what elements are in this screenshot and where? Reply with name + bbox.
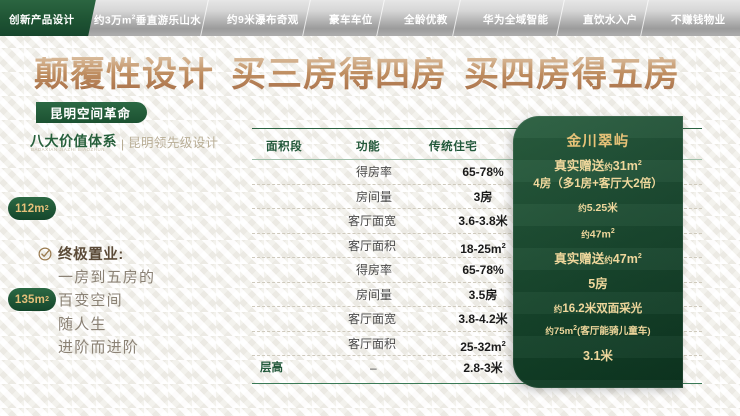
panel-row-6: 5房 — [588, 277, 608, 291]
feature-tab-label: 创新产品设计 — [9, 14, 75, 27]
cell-function: 房间量 — [356, 287, 393, 302]
panel-row-3: 约5.25米 — [578, 202, 618, 214]
cell-function: 得房率 — [356, 263, 393, 277]
table-row: 客厅面宽 3.6-3.8米 — [252, 209, 702, 234]
table-row: 客厅面积 25-32m2 — [252, 332, 702, 356]
cell-function: 客厅面积 — [348, 238, 397, 253]
panel-row-5: 真实赠送约47m2 — [554, 252, 642, 267]
brand-divider: | — [121, 137, 125, 151]
jinchuan-cuiyu-panel: 金川翠屿 真实赠送约31m2 4房（多1房+客厅大2倍） 约5.25米 约47m2 真实… — [513, 116, 683, 388]
table-row: 得房率 65-78% — [252, 160, 702, 185]
feature-tab-label: 约9米瀑布奇观 — [227, 14, 299, 27]
cell-segment-label: 层高 — [260, 362, 283, 374]
cell-traditional: 65-78% — [462, 165, 504, 179]
column-header-traditional: 传统住宅 — [429, 141, 478, 153]
table-row: 客厅面宽 3.8-4.2米 — [252, 307, 702, 332]
cell-traditional: 3.5房 — [468, 287, 498, 302]
feature-tab-label: 直饮水入户 — [582, 14, 638, 27]
panel-title: 金川翠屿 — [566, 134, 630, 150]
selling-point-line-3: 随人生 — [58, 315, 107, 333]
panel-row-4: 约47m2 — [581, 228, 615, 241]
cell-traditional: 2.8-3米 — [463, 361, 503, 375]
column-header-function: 功能 — [356, 141, 381, 153]
kunming-space-revolution-pill: 昆明空间革命 — [36, 102, 148, 123]
check-circle-icon — [38, 247, 52, 260]
table-row: 房间量 3房 — [252, 185, 702, 209]
cell-traditional: 65-78% — [462, 263, 504, 277]
cell-function: 房间量 — [356, 189, 393, 204]
feature-tab-label: 约3万m2垂直游乐山水 — [94, 14, 202, 27]
table-row: 房间量 3.5房 — [252, 283, 702, 307]
selling-point-line-1: 一房到五房的 — [58, 269, 156, 286]
page-headline: 颠覆性设计 买三房得四房 买四房得五房 — [34, 52, 724, 96]
cell-function: 客厅面积 — [348, 336, 397, 351]
column-header-area-segment: 面积段 — [266, 141, 303, 153]
panel-row-9: 3.1米 — [583, 349, 613, 363]
cell-function: 客厅面宽 — [348, 214, 397, 228]
brand-value-system: 八大价值体系 | 昆明领先级设计 — [30, 131, 230, 151]
feature-tab-bar[interactable]: 创新产品设计 约3万m2垂直游乐山水 约9米瀑布奇观 豪车车位 全龄优教 华为全域智能 直饮… — [0, 0, 740, 36]
comparison-table: 面积段 功能 传统住宅 得房率 65-78% 房间量 3房 客厅面宽 3.6-3.8米 客厅… — [252, 128, 702, 388]
feature-tab-8[interactable]: 不赚钱物业 — [638, 0, 740, 36]
panel-row-2: 4房（多1房+客厅大2倍） — [533, 178, 663, 190]
headline-segment-2: 买三房得四房 — [231, 54, 448, 94]
cell-traditional: 3.6-3.8米 — [458, 214, 508, 228]
feature-tab-label: 豪车车位 — [329, 14, 373, 27]
panel-row-7: 约16.2米双面采光 — [553, 303, 643, 315]
table-header-row: 面积段 功能 传统住宅 — [252, 128, 702, 160]
brand-value-system-subtitle: 昆明领先级设计 — [128, 136, 219, 150]
cell-traditional: 25-32m2 — [460, 338, 506, 354]
headline-segment-3: 买四房得五房 — [464, 54, 681, 94]
feature-tab-label: 全龄优教 — [404, 14, 448, 27]
feature-tab-label: 华为全域智能 — [483, 14, 549, 27]
feature-tab-1[interactable]: 创新产品设计 — [0, 0, 98, 36]
cell-traditional: 18-25m2 — [460, 240, 506, 256]
cell-function: 客厅面宽 — [348, 312, 397, 326]
table-row: 客厅面积 18-25m2 — [252, 234, 702, 258]
selling-point-lines: 一房到五房的 百变空间随人生进阶而进阶 — [38, 269, 238, 357]
cell-traditional: 3.8-4.2米 — [458, 312, 508, 326]
segment-badge-112: 112m 2 — [8, 197, 56, 220]
cell-traditional: 3房 — [473, 189, 493, 204]
table-row-footer: 层高 – 2.8-3米 — [252, 356, 702, 381]
brand-romanization: BADAXIAN JIAZHI BIAOZHUN — [31, 147, 105, 152]
segment-badge-135: 135m 2 — [8, 288, 56, 311]
panel-row-1: 真实赠送约31m2 — [554, 159, 642, 174]
selling-point-title: 终极置业: — [58, 247, 124, 263]
ultimate-home-purchase-block: 终极置业: 一房到五房的 百变空间随人生进阶而进阶 — [38, 243, 238, 357]
table-body: 得房率 65-78% 房间量 3房客厅面宽 3.6-3.8米客厅面积 18-25m2 得房率… — [252, 160, 702, 381]
cell-function: – — [370, 361, 377, 375]
selling-point-line-4: 进阶而进阶 — [58, 338, 140, 356]
selling-point-heading: 终极置业: — [38, 243, 238, 264]
kunming-pill-label: 昆明空间革命 — [50, 107, 132, 121]
panel-row-8: 约75m2(客厅能骑儿童车) — [545, 325, 651, 338]
selling-point-line-2: 百变空间 — [58, 292, 123, 310]
table-row: 得房率 65-78% — [252, 258, 702, 283]
table-bottom-rule — [252, 383, 702, 384]
brand-value-system-title: 八大价值体系 — [30, 135, 117, 150]
headline-segment-1: 颠覆性设计 — [34, 54, 215, 94]
feature-tab-label: 不赚钱物业 — [670, 14, 726, 27]
cell-function: 得房率 — [356, 165, 393, 179]
